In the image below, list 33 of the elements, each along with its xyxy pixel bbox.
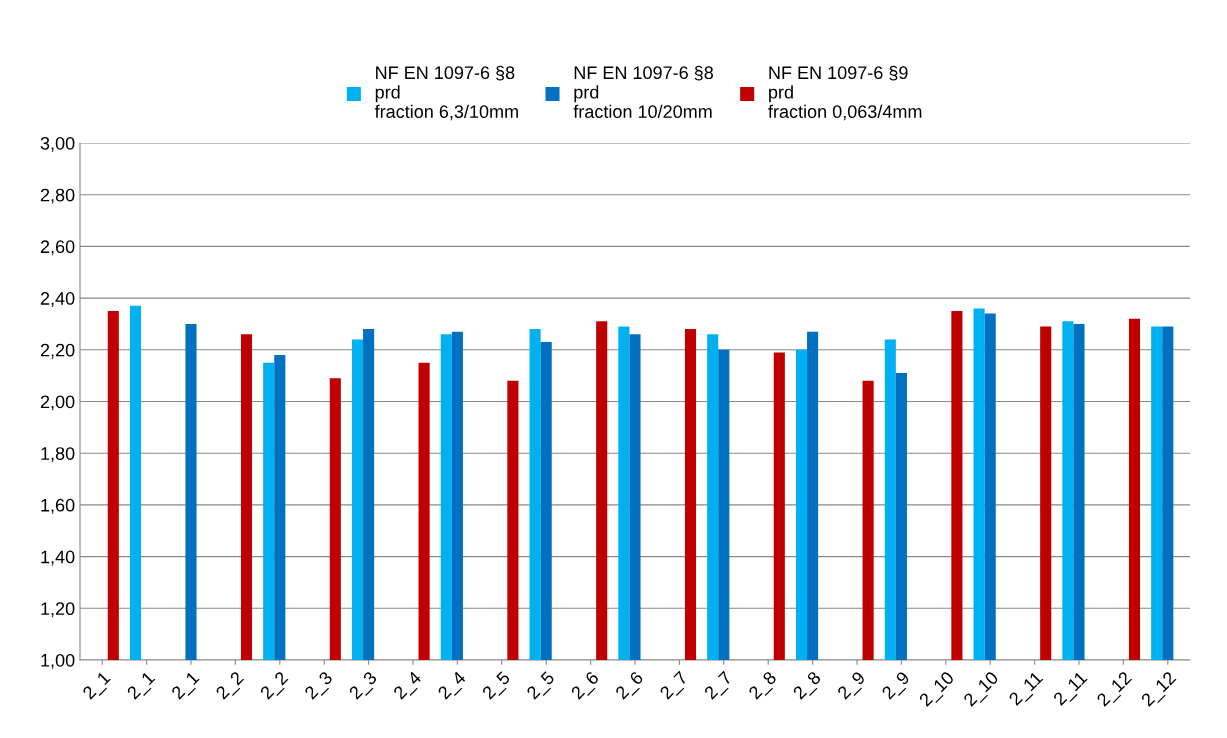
y-tick-label: 3,00 — [40, 136, 75, 152]
x-tick-label: 2_6 — [570, 670, 602, 703]
x-tick-label: 2_1 — [126, 670, 158, 703]
y-tick-label: 1,20 — [41, 602, 75, 618]
x-tick-label: 2_5 — [525, 670, 558, 703]
y-tick-label: 1,00 — [41, 653, 75, 669]
x-tick-label: 2_3 — [348, 670, 380, 703]
y-tick-label: 2,00 — [40, 395, 75, 411]
y-tick-label: 2,40 — [40, 292, 75, 307]
legend-label: NF EN 1097-6 §9 prd fraction 0,063/4mm — [768, 65, 922, 121]
x-tick-label: 2_1 — [81, 670, 114, 703]
x-tick-label: 2_5 — [481, 670, 514, 703]
y-tick-label: 1,60 — [41, 498, 75, 514]
x-tick-label: 2_4 — [392, 670, 425, 703]
x-tick-label: 2_4 — [437, 670, 469, 703]
x-tick-label: 2_7 — [703, 670, 735, 703]
y-tick-label: 1,80 — [41, 447, 75, 463]
x-tick-label: 2_8 — [747, 670, 780, 703]
x-tick-label: 2_3 — [303, 670, 336, 703]
y-tick-label: 2,80 — [40, 188, 75, 204]
x-tick-label: 2_9 — [836, 670, 869, 703]
x-tick-label: 2_7 — [659, 670, 691, 703]
x-tick-label: 2_6 — [614, 670, 647, 703]
y-tick-label: 2,20 — [40, 343, 75, 359]
legend-label: NF EN 1097-6 §8 prd fraction 6,3/10mm — [374, 65, 518, 121]
x-tick-label: 2_2 — [215, 670, 247, 703]
legend-label: NF EN 1097-6 §8 prd fraction 10/20mm — [573, 65, 713, 119]
x-tick-label: 2_9 — [881, 670, 913, 703]
x-tick-label: 2_2 — [259, 670, 291, 703]
y-tick-label: 1,40 — [41, 550, 75, 566]
x-tick-label: 2_1 — [170, 670, 203, 703]
x-tick-label: 2_8 — [792, 670, 824, 703]
y-tick-label: 2,60 — [40, 240, 75, 256]
